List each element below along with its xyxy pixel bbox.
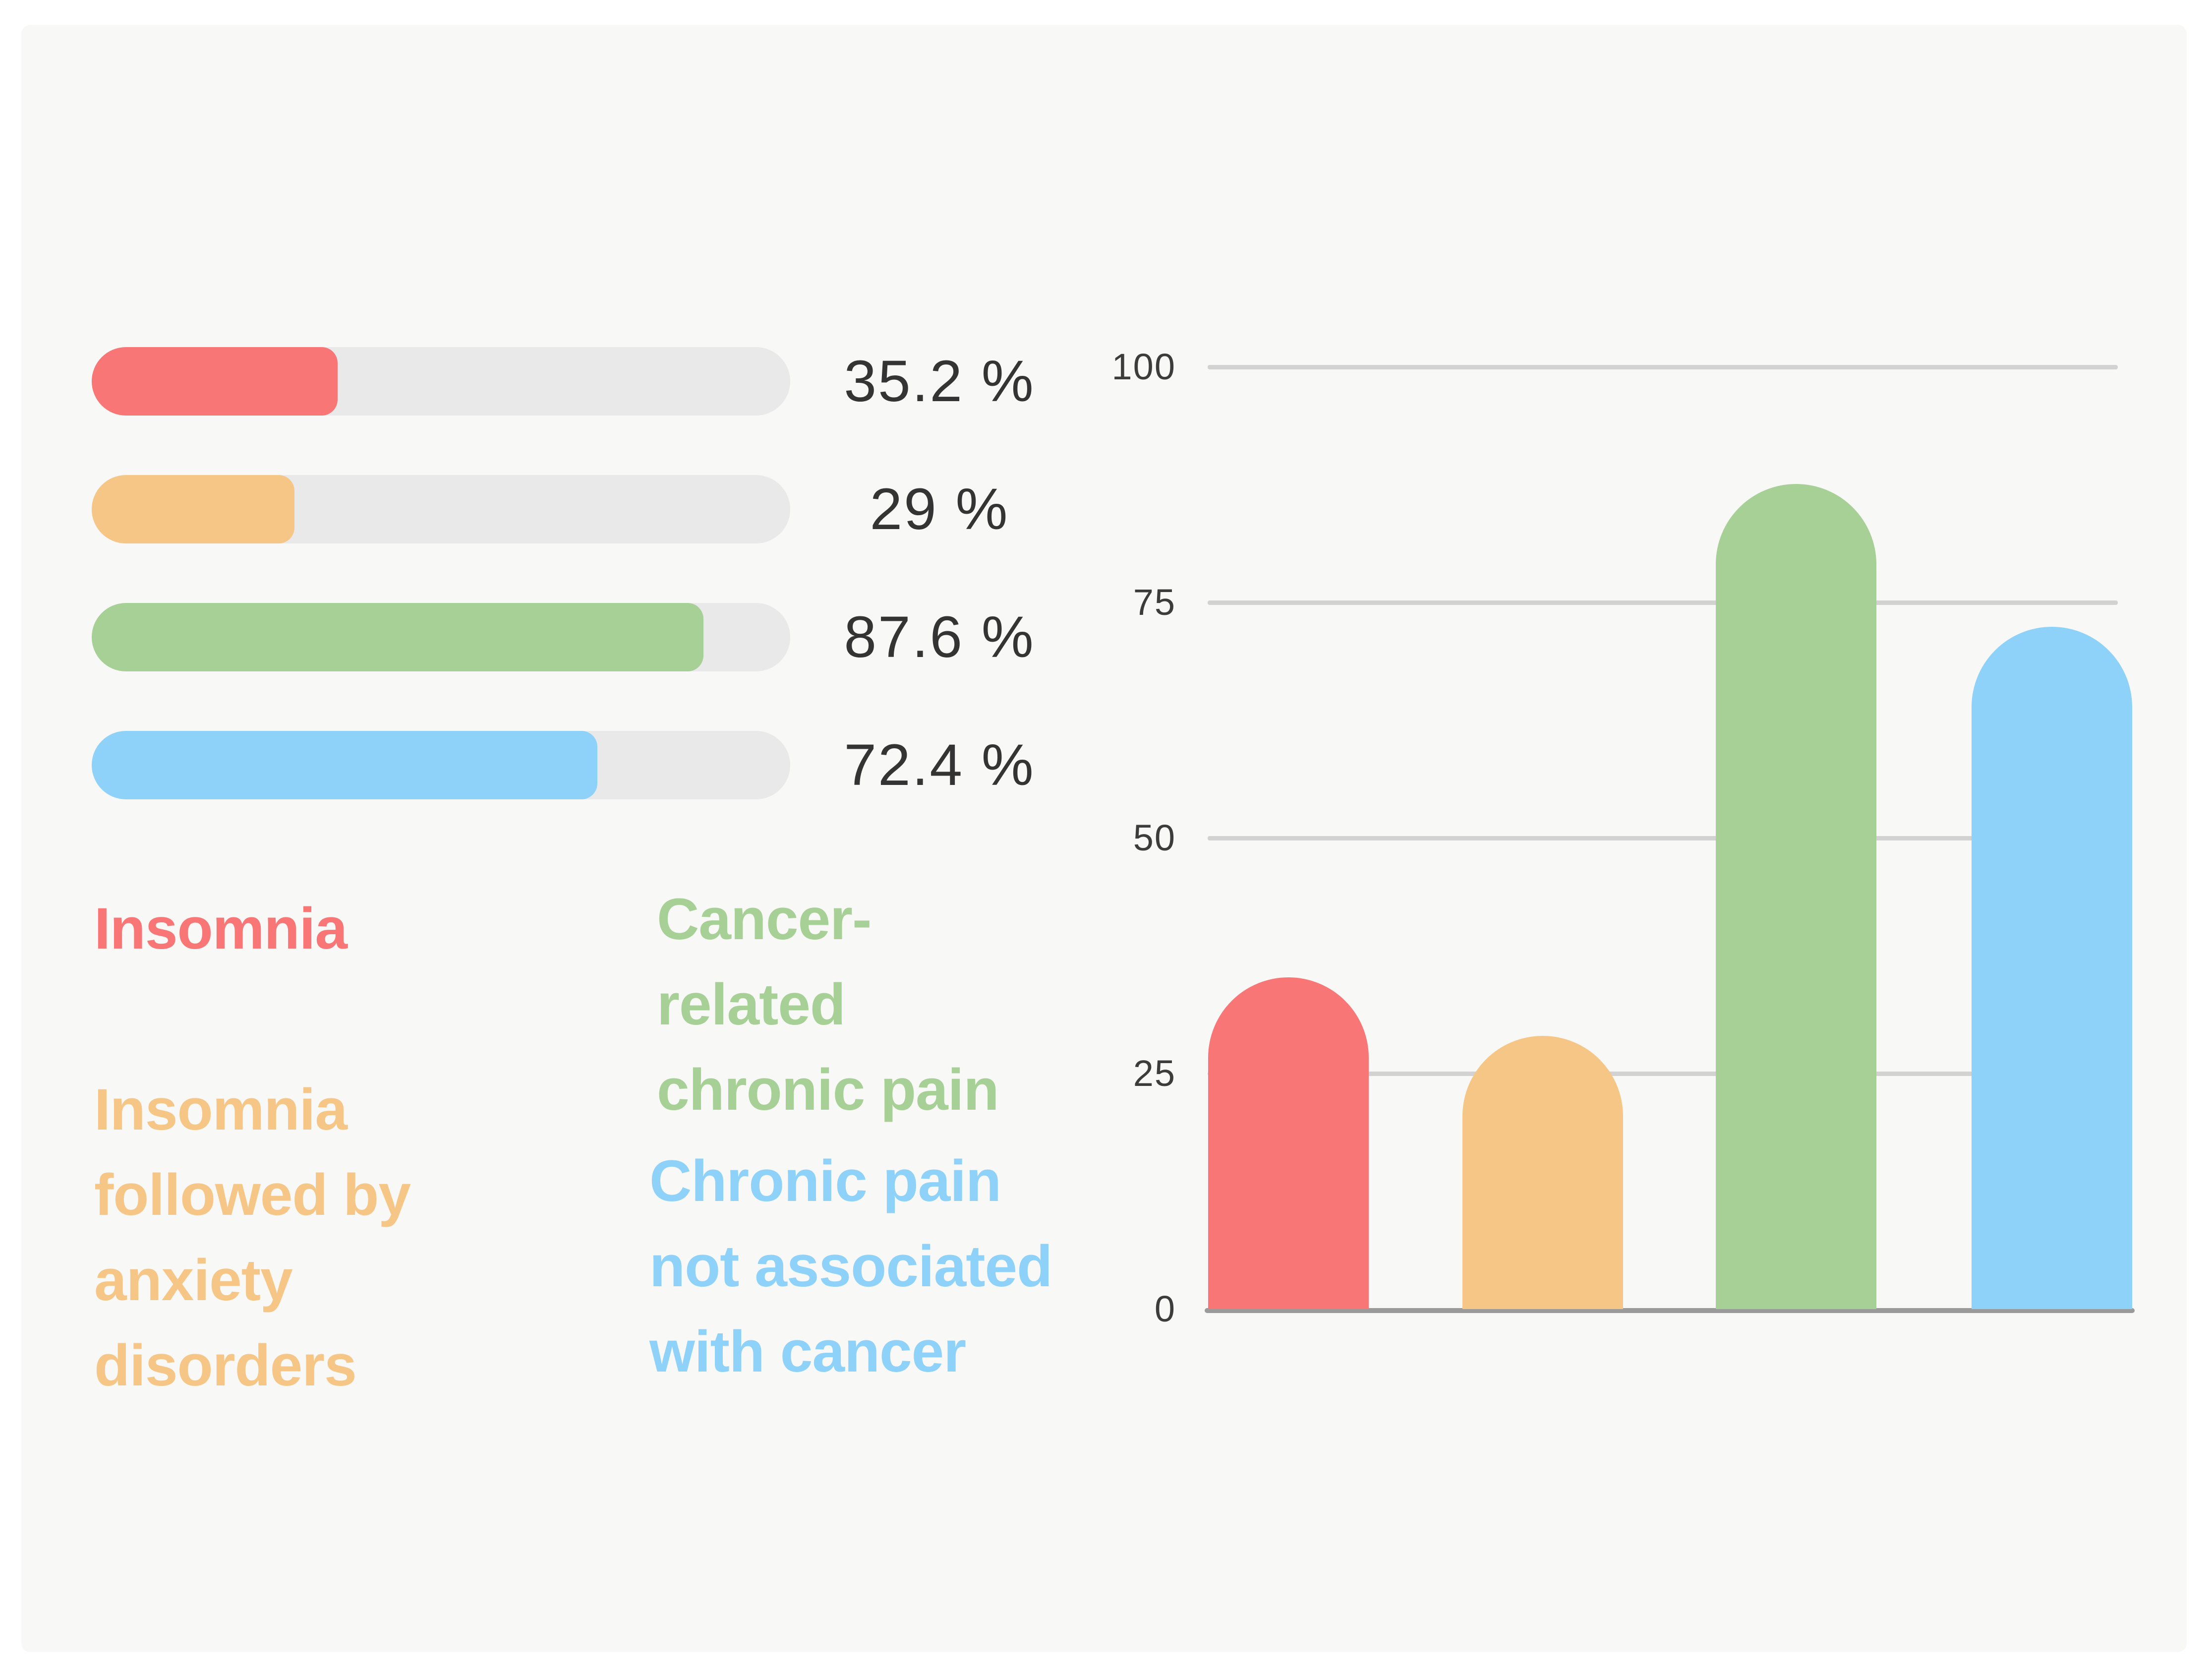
progress-row-insomnia-anxiety: 29 % (0, 475, 2212, 543)
y-tick-label-100: 100 (1111, 346, 1176, 387)
legend-item-line: anxiety (94, 1248, 293, 1313)
progress-fill-non-cancer-pain (92, 731, 597, 799)
y-tick-label-25: 25 (1133, 1053, 1176, 1094)
progress-track (92, 603, 790, 671)
legend-item-line: chronic pain (657, 1057, 999, 1123)
progress-value-label: 87.6 % (844, 604, 1035, 670)
progress-row-cancer-pain: 87.6 % (0, 603, 2212, 671)
gridline-50 (1208, 836, 2118, 840)
legend-item-line: not associated (649, 1234, 1052, 1299)
x-axis-line (1205, 1308, 2135, 1313)
legend-item-line: Insomnia (94, 896, 348, 961)
legend-item-line: followed by (94, 1162, 411, 1228)
column-bar-cancer-pain (1716, 484, 1876, 1309)
y-tick-label-75: 75 (1133, 582, 1176, 623)
legend-item-insomnia-anxiety: Insomnia followed by anxiety disorders (94, 1067, 411, 1408)
progress-fill-insomnia (92, 347, 338, 416)
column-bar-non-cancer-pain (1972, 627, 2132, 1309)
legend-item-line: Cancer- (657, 887, 872, 952)
legend-item-insomnia: Insomnia (94, 886, 348, 971)
column-bar-insomnia-anxiety (1462, 1036, 1623, 1309)
legend-item-cancer-pain: Cancer-related chronic pain (657, 877, 999, 1133)
progress-value-label: 72.4 % (844, 732, 1035, 798)
progress-value-label: 35.2 % (844, 349, 1035, 414)
y-tick-label-0: 0 (1154, 1288, 1176, 1329)
legend-item-line: Insomnia (94, 1077, 348, 1142)
legend-item-line: with cancer (649, 1319, 966, 1384)
y-tick-label-50: 50 (1133, 817, 1176, 858)
progress-track (92, 731, 790, 799)
gridline-25 (1208, 1072, 2118, 1076)
legend-item-line: disorders (94, 1333, 357, 1398)
progress-track (92, 347, 790, 416)
progress-row-insomnia: 35.2 % (0, 347, 2212, 416)
progress-value-label: 29 % (870, 477, 1009, 542)
progress-fill-cancer-pain (92, 603, 703, 671)
progress-row-non-cancer-pain: 72.4 % (0, 731, 2212, 799)
legend-item-line: related (657, 972, 846, 1037)
gridline-100 (1208, 365, 2118, 369)
progress-fill-insomnia-anxiety (92, 475, 294, 543)
column-bar-insomnia (1208, 977, 1369, 1309)
legend-item-line: Chronic pain (649, 1148, 1001, 1214)
progress-track (92, 475, 790, 543)
legend-item-non-cancer-pain: Chronic pain not associated with cancer (649, 1138, 1052, 1394)
gridline-75 (1208, 600, 2118, 605)
